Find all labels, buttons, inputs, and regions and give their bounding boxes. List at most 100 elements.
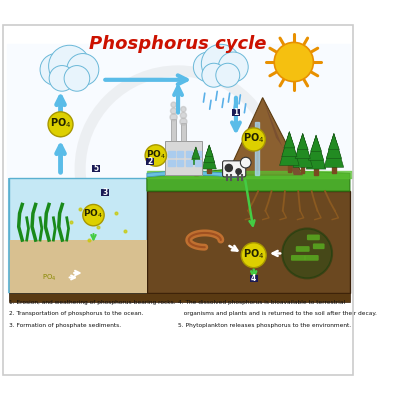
Bar: [288, 160, 291, 172]
FancyBboxPatch shape: [232, 109, 240, 116]
Polygon shape: [147, 169, 350, 191]
Circle shape: [40, 54, 72, 86]
Polygon shape: [147, 191, 350, 294]
Bar: [255, 122, 259, 175]
Text: Phosphorus cycle: Phosphorus cycle: [89, 35, 267, 53]
Circle shape: [171, 102, 176, 108]
Polygon shape: [282, 132, 297, 157]
Bar: [177, 160, 184, 166]
Text: 4: 4: [251, 274, 256, 283]
Text: 5. Phytoplankton releases phosphorus to the environment.: 5. Phytoplankton releases phosphorus to …: [178, 323, 351, 328]
Polygon shape: [227, 98, 303, 175]
Circle shape: [49, 66, 75, 91]
FancyBboxPatch shape: [296, 246, 310, 252]
Text: 2. Transportation of phosphorus to the ocean.: 2. Transportation of phosphorus to the o…: [9, 311, 143, 316]
FancyBboxPatch shape: [307, 234, 320, 240]
Text: 2: 2: [147, 157, 152, 166]
Polygon shape: [205, 145, 213, 156]
Text: PO$_4$: PO$_4$: [42, 272, 56, 282]
Polygon shape: [306, 135, 326, 169]
Polygon shape: [280, 132, 299, 166]
FancyBboxPatch shape: [291, 255, 306, 261]
Circle shape: [202, 63, 226, 87]
Polygon shape: [189, 146, 203, 171]
Polygon shape: [328, 134, 339, 150]
Polygon shape: [202, 145, 216, 169]
Circle shape: [241, 243, 266, 268]
Circle shape: [225, 164, 232, 172]
Bar: [208, 165, 211, 173]
Bar: [171, 119, 176, 141]
Text: PO$_4$: PO$_4$: [243, 132, 264, 146]
Circle shape: [242, 128, 265, 151]
Bar: [147, 171, 352, 178]
Circle shape: [282, 228, 332, 278]
Polygon shape: [324, 133, 344, 167]
Polygon shape: [297, 134, 308, 150]
Polygon shape: [295, 134, 310, 158]
Circle shape: [201, 44, 240, 83]
Polygon shape: [263, 98, 303, 175]
Circle shape: [64, 66, 90, 91]
Circle shape: [193, 52, 223, 82]
Circle shape: [180, 112, 186, 118]
Circle shape: [145, 145, 166, 166]
Polygon shape: [9, 240, 147, 294]
Polygon shape: [204, 145, 215, 163]
Circle shape: [240, 157, 251, 168]
Circle shape: [48, 112, 73, 137]
Circle shape: [49, 45, 90, 87]
Circle shape: [170, 114, 177, 121]
Bar: [186, 160, 192, 166]
Text: PO$_4$: PO$_4$: [146, 148, 166, 161]
Text: PO$_4$: PO$_4$: [50, 116, 71, 130]
Bar: [332, 162, 336, 173]
Text: 3: 3: [102, 188, 108, 197]
FancyBboxPatch shape: [92, 165, 100, 172]
Text: 5: 5: [94, 164, 99, 173]
FancyBboxPatch shape: [304, 255, 319, 261]
Text: organisms and plants and is returned to the soil after their decay.: organisms and plants and is returned to …: [178, 311, 377, 316]
Polygon shape: [310, 136, 322, 152]
Circle shape: [67, 54, 99, 86]
Polygon shape: [190, 147, 202, 164]
Text: PO$_4$: PO$_4$: [84, 208, 104, 220]
Text: PO$_4$: PO$_4$: [243, 248, 264, 261]
Polygon shape: [9, 178, 147, 294]
Bar: [194, 167, 198, 175]
Polygon shape: [147, 171, 236, 178]
Text: 1: 1: [233, 108, 238, 117]
Polygon shape: [326, 134, 342, 158]
Bar: [186, 151, 192, 157]
Circle shape: [274, 42, 313, 82]
Bar: [301, 162, 304, 173]
FancyBboxPatch shape: [146, 158, 154, 165]
Circle shape: [216, 63, 240, 87]
Bar: [181, 124, 186, 141]
Polygon shape: [308, 136, 324, 160]
FancyBboxPatch shape: [222, 161, 246, 177]
Polygon shape: [284, 132, 295, 148]
Bar: [177, 151, 184, 157]
Polygon shape: [9, 294, 350, 302]
Text: 3. Formation of phosphate sediments.: 3. Formation of phosphate sediments.: [9, 323, 121, 328]
Bar: [168, 160, 174, 166]
Bar: [314, 164, 318, 175]
FancyBboxPatch shape: [250, 275, 258, 282]
Circle shape: [170, 108, 177, 114]
Bar: [195, 151, 201, 157]
Bar: [168, 151, 174, 157]
FancyBboxPatch shape: [101, 189, 109, 196]
Bar: [195, 160, 201, 166]
Text: 4. The dissolved phosphorus is bioavailable to terrestrial: 4. The dissolved phosphorus is bioavaila…: [178, 300, 345, 305]
Circle shape: [218, 52, 248, 82]
Bar: [7, 44, 350, 294]
Polygon shape: [293, 133, 312, 167]
Circle shape: [236, 169, 241, 174]
Polygon shape: [192, 147, 200, 158]
Circle shape: [180, 118, 187, 125]
Text: 1. Erosion, and weathering of phosphorus-bearing rocks.: 1. Erosion, and weathering of phosphorus…: [9, 300, 176, 305]
FancyBboxPatch shape: [313, 244, 324, 249]
Bar: [165, 141, 202, 175]
Circle shape: [181, 106, 186, 112]
